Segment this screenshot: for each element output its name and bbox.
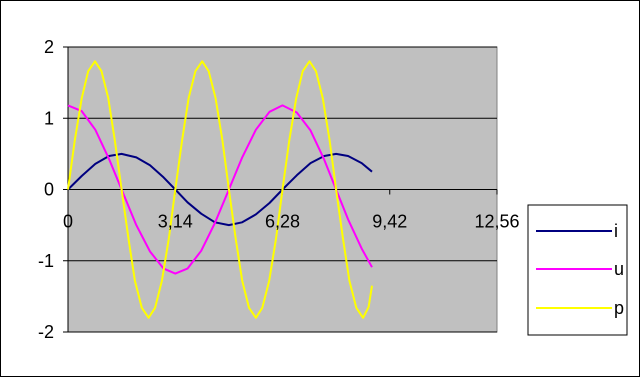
series-line-u [67, 104, 373, 275]
series-lines [67, 60, 373, 319]
y-tick-label-4: -2 [38, 322, 54, 342]
x-tick-label-0: 0 [63, 212, 73, 232]
y-tick-label-0: 2 [44, 37, 54, 57]
y-tick-label-2: 0 [44, 180, 54, 200]
x-tick-label-3: 9,42 [372, 212, 407, 232]
x-tick-label-4: 12,56 [474, 212, 519, 232]
series-line-i [67, 152, 373, 227]
legend-label-p: p [614, 298, 624, 318]
legend-label-u: u [614, 259, 624, 279]
series-line-p [67, 60, 373, 319]
legend-label-i: i [614, 221, 618, 241]
legend: iup [527, 204, 628, 336]
tick-labels: 2 1 0 -1 -2 0 3,14 6,28 9,42 12,56 [38, 37, 520, 342]
x-tick-label-1: 3,14 [158, 212, 193, 232]
x-tick-label-2: 6,28 [265, 212, 300, 232]
y-tick-label-1: 1 [44, 108, 54, 128]
y-tick-label-3: -1 [38, 251, 54, 271]
